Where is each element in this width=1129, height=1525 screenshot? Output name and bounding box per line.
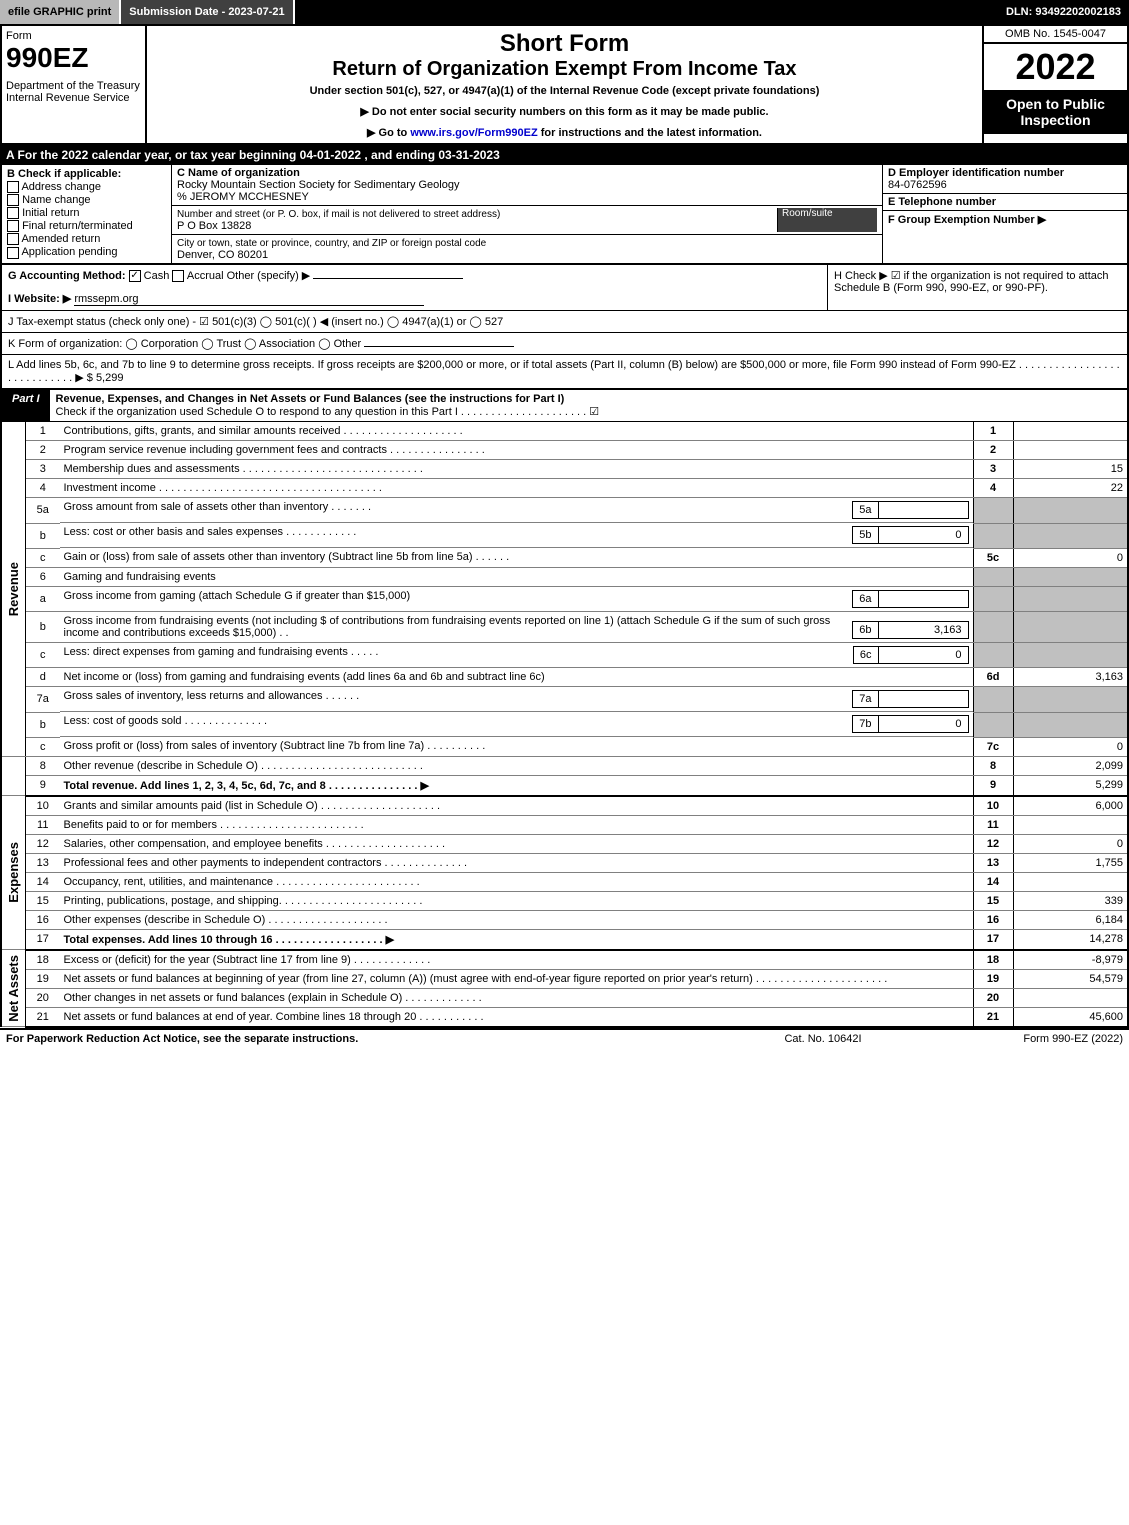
submission-date: Submission Date - 2023-07-21: [121, 0, 294, 24]
g-lbl: G Accounting Method:: [8, 270, 126, 282]
footer-mid: Cat. No. 10642I: [723, 1033, 923, 1045]
i-lbl: I Website: ▶: [8, 293, 71, 305]
chk-cash[interactable]: ✓: [129, 270, 141, 282]
b-label: B Check if applicable:: [7, 168, 166, 180]
title-short-form: Short Form: [151, 30, 978, 58]
c-city-cell: City or town, state or province, country…: [172, 235, 882, 263]
section-bcdef: B Check if applicable: Address change Na…: [0, 165, 1129, 265]
f-cell: F Group Exemption Number ▶: [883, 211, 1127, 263]
footer-right: Form 990-EZ (2022): [923, 1033, 1123, 1045]
footer: For Paperwork Reduction Act Notice, see …: [0, 1028, 1129, 1048]
care-of: % JEROMY MCCHESNEY: [177, 191, 309, 203]
h-cell: H Check ▶ ☑ if the organization is not r…: [827, 265, 1127, 310]
col-b: B Check if applicable: Address change Na…: [2, 165, 172, 263]
lines-table: Revenue 1Contributions, gifts, grants, a…: [0, 422, 1129, 1028]
col-c: C Name of organization Rocky Mountain Se…: [172, 165, 882, 263]
chk-amended-return[interactable]: Amended return: [7, 233, 166, 245]
g-cell: G Accounting Method: ✓ Cash Accrual Othe…: [2, 265, 827, 310]
e-cell: E Telephone number: [883, 194, 1127, 211]
form-header: Form 990EZ Department of the Treasury In…: [0, 24, 1129, 145]
header-mid: Short Form Return of Organization Exempt…: [147, 26, 982, 143]
other-org-input[interactable]: [364, 346, 514, 347]
c-name-lbl: C Name of organization: [177, 167, 300, 179]
expenses-label: Expenses: [6, 842, 21, 903]
open-inspection: Open to Public Inspection: [984, 90, 1127, 134]
website-val: rmssepm.org: [74, 293, 424, 306]
row-l: L Add lines 5b, 6c, and 7b to line 9 to …: [0, 355, 1129, 390]
gross-receipts: 5,299: [96, 372, 124, 384]
c-name-cell: C Name of organization Rocky Mountain Se…: [172, 165, 882, 206]
chk-initial-return[interactable]: Initial return: [7, 207, 166, 219]
note-goto-post: for instructions and the latest informat…: [538, 127, 762, 139]
revenue-label: Revenue: [6, 562, 21, 616]
row-k: K Form of organization: ◯ Corporation ◯ …: [0, 333, 1129, 355]
f-lbl: F Group Exemption Number ▶: [888, 214, 1046, 226]
omb-number: OMB No. 1545-0047: [984, 26, 1127, 44]
addr-lbl: Number and street (or P. O. box, if mail…: [177, 209, 500, 220]
row-gh: G Accounting Method: ✓ Cash Accrual Othe…: [0, 265, 1129, 311]
form-number: 990EZ: [6, 42, 141, 74]
chk-name-change[interactable]: Name change: [7, 194, 166, 206]
part-i-bar: Part I Revenue, Expenses, and Changes in…: [0, 390, 1129, 422]
netassets-label: Net Assets: [6, 955, 21, 1022]
city-lbl: City or town, state or province, country…: [177, 238, 486, 249]
chk-accrual[interactable]: [172, 270, 184, 282]
d-lbl: D Employer identification number: [888, 167, 1064, 179]
col-def: D Employer identification number 84-0762…: [882, 165, 1127, 263]
row-j: J Tax-exempt status (check only one) - ☑…: [0, 311, 1129, 333]
addr-val: P O Box 13828: [177, 220, 251, 232]
city-val: Denver, CO 80201: [177, 249, 268, 261]
chk-final-return[interactable]: Final return/terminated: [7, 220, 166, 232]
room-suite-lbl: Room/suite: [777, 208, 877, 232]
chk-address-change[interactable]: Address change: [7, 181, 166, 193]
d-cell: D Employer identification number 84-0762…: [883, 165, 1127, 194]
form-label: Form: [6, 30, 141, 42]
ein-val: 84-0762596: [888, 179, 947, 191]
note-goto: ▶ Go to www.irs.gov/Form990EZ for instru…: [151, 126, 978, 139]
c-addr-cell: Number and street (or P. O. box, if mail…: [172, 206, 882, 235]
tax-year: 2022: [984, 44, 1127, 90]
dept-label: Department of the Treasury Internal Reve…: [6, 80, 141, 104]
header-right: OMB No. 1545-0047 2022 Open to Public In…: [982, 26, 1127, 143]
e-lbl: E Telephone number: [888, 196, 996, 208]
other-method-input[interactable]: [313, 278, 463, 279]
subtitle: Under section 501(c), 527, or 4947(a)(1)…: [151, 85, 978, 97]
chk-application-pending[interactable]: Application pending: [7, 246, 166, 258]
note-ssn: ▶ Do not enter social security numbers o…: [151, 105, 978, 118]
header-left: Form 990EZ Department of the Treasury In…: [2, 26, 147, 143]
part-i-label: Part I: [2, 390, 50, 421]
topbar-spacer: [295, 0, 998, 24]
row-a: A For the 2022 calendar year, or tax yea…: [0, 145, 1129, 165]
efile-label: efile GRAPHIC print: [0, 0, 121, 24]
part-i-title: Revenue, Expenses, and Changes in Net As…: [50, 390, 1127, 421]
top-bar: efile GRAPHIC print Submission Date - 20…: [0, 0, 1129, 24]
footer-left: For Paperwork Reduction Act Notice, see …: [6, 1033, 723, 1045]
irs-link[interactable]: www.irs.gov/Form990EZ: [410, 127, 537, 139]
org-name: Rocky Mountain Section Society for Sedim…: [177, 179, 459, 191]
title-return: Return of Organization Exempt From Incom…: [151, 58, 978, 81]
dln-label: DLN: 93492202002183: [998, 0, 1129, 24]
note-goto-pre: ▶ Go to: [367, 127, 410, 139]
